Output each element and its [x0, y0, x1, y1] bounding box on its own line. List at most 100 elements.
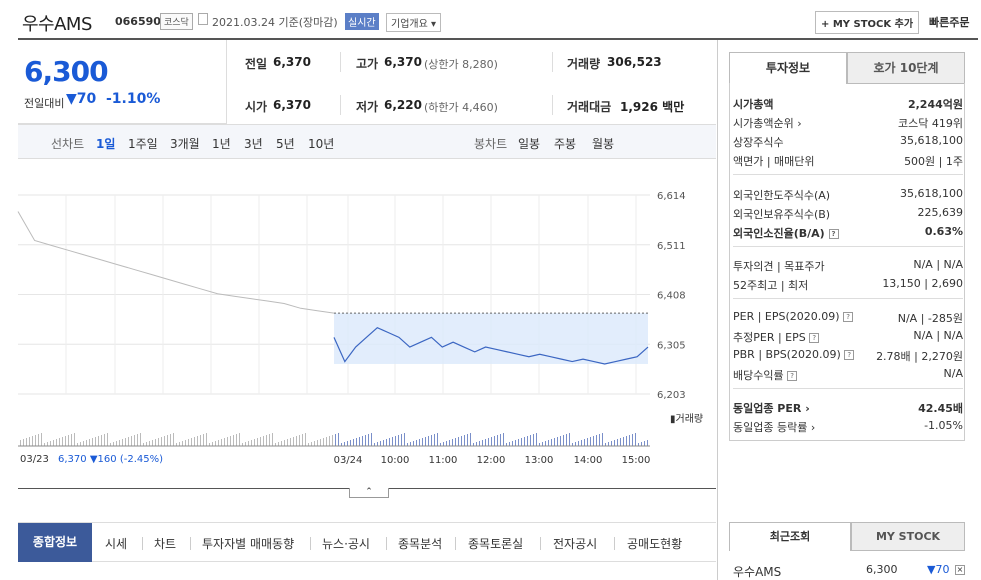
volume-bar — [602, 433, 603, 446]
candle-daily[interactable]: 일봉 — [518, 137, 541, 151]
volume-bar — [461, 436, 462, 446]
quick-order-link[interactable]: 빠른주문 — [929, 16, 970, 29]
volume-bar — [191, 438, 192, 446]
volume-bar — [608, 442, 609, 446]
volume-bar — [323, 438, 324, 446]
volume-bar — [404, 433, 405, 446]
candle-monthly[interactable]: 월봉 — [592, 137, 615, 151]
volume-bar — [47, 442, 48, 446]
low-label: 저가 — [356, 100, 379, 114]
realtime-badge[interactable]: 실시간 — [345, 13, 379, 30]
period-1w[interactable]: 1주일 — [128, 137, 158, 151]
volume-bar — [65, 436, 66, 446]
market-cap-row: 시가총액 2,244억원 — [733, 98, 963, 111]
volume-bar — [269, 434, 270, 446]
company-overview-button[interactable]: 기업개요 ▾ — [386, 13, 442, 32]
volume-bar — [590, 437, 591, 446]
volume-bar — [56, 439, 57, 446]
period-5y[interactable]: 5년 — [276, 137, 295, 151]
help-icon[interactable]: ? — [828, 229, 839, 239]
volume-bar — [107, 433, 108, 446]
period-3m[interactable]: 3개월 — [170, 137, 200, 151]
close-icon[interactable]: × — [955, 565, 965, 575]
nav-discussion[interactable]: 종목토론실 — [468, 537, 524, 551]
industry-change-row[interactable]: 동일업종 등락률 › -1.05% — [733, 419, 963, 434]
volume-bar — [497, 435, 498, 446]
x-tick-label: 13:00 — [525, 455, 554, 466]
volume-bar — [77, 443, 78, 446]
nav-overview[interactable]: 종합정보 — [18, 523, 92, 562]
industry-per-row[interactable]: 동일업종 PER › 42.45배 — [733, 402, 963, 415]
volume-bar — [140, 433, 141, 446]
period-3y[interactable]: 3년 — [244, 137, 263, 151]
period-1y[interactable]: 1년 — [212, 137, 231, 151]
date-text: 2021.03.24 기준(장마감) — [212, 16, 338, 29]
volume-bar — [353, 439, 354, 446]
volume-bar — [482, 440, 483, 446]
volume-bar — [467, 434, 468, 446]
volume-bar — [278, 442, 279, 446]
tab-invest-info[interactable]: 투자정보 — [729, 52, 847, 84]
volume-bar — [170, 434, 171, 446]
help-icon[interactable]: ? — [809, 333, 820, 343]
add-mystock-button[interactable]: + MY STOCK 추가 — [815, 11, 920, 34]
volume-bar — [578, 441, 579, 446]
volume-bar — [173, 433, 174, 446]
volume-bar — [68, 435, 69, 446]
volume-bar — [161, 437, 162, 446]
bottom-nav: 종합정보 시세 차트 투자자별 매매동향 뉴스·공시 종목분석 종목토론실 전자… — [18, 522, 716, 562]
volume-bar — [611, 441, 612, 446]
nav-investor[interactable]: 투자자별 매매동향 — [202, 537, 295, 551]
volume-bar — [377, 442, 378, 446]
collapse-toggle-icon[interactable]: ⌃ — [349, 488, 389, 498]
price-chart[interactable]: 6,614 6,511 6,408 6,305 6,203 03/24 10:00 11:0… — [0, 0, 716, 500]
volume-bar — [110, 443, 111, 446]
candle-weekly[interactable]: 주봉 — [554, 137, 577, 151]
volume-bar — [38, 434, 39, 446]
volume-bar — [545, 441, 546, 446]
x-tick-label: 12:00 — [477, 455, 506, 466]
volume-bar — [449, 440, 450, 446]
52week-row: 52주최고 | 최저 13,150 | 2,690 — [733, 277, 963, 292]
opinion-row: 투자의견 | 목표주가 N/A | N/A — [733, 258, 963, 273]
lower-limit: (하한가 4,460) — [424, 101, 498, 114]
volume-bar — [53, 440, 54, 446]
volume-bar — [647, 440, 648, 446]
volume-bar — [473, 443, 474, 446]
nav-quote[interactable]: 시세 — [105, 537, 128, 551]
prev-day-info: 03/23 6,370 ▼160 (-2.45%) — [20, 454, 164, 465]
volume-bar — [44, 443, 45, 446]
nav-shortsale[interactable]: 공매도현황 — [627, 537, 683, 551]
volume-bar — [134, 435, 135, 446]
tab-orderbook[interactable]: 호가 10단계 — [847, 52, 965, 84]
period-10y[interactable]: 10년 — [308, 137, 335, 151]
tab-recent[interactable]: 최근조회 — [729, 522, 851, 551]
volume-bar — [179, 442, 180, 446]
volume-axis-label: ▮거래량 — [670, 414, 704, 425]
nav-disclosure[interactable]: 전자공시 — [553, 537, 598, 551]
volume-bar — [131, 436, 132, 446]
market-cap-rank-row[interactable]: 시가총액순위 › 코스닥 419위 — [733, 117, 963, 130]
volume-bar — [515, 440, 516, 446]
header-divider — [18, 38, 978, 40]
nav-analysis[interactable]: 종목분석 — [398, 537, 443, 551]
nav-news[interactable]: 뉴스·공시 — [322, 537, 370, 551]
volume-bar — [362, 436, 363, 446]
volume-bar — [200, 435, 201, 446]
volume-bar — [41, 433, 42, 446]
period-1d[interactable]: 1일 — [96, 137, 116, 151]
volume-bar — [242, 443, 243, 446]
x-tick-label: 10:00 — [381, 455, 410, 466]
help-icon[interactable]: ? — [844, 350, 855, 360]
recent-item-name[interactable]: 우수AMS — [733, 565, 782, 579]
calendar-icon — [198, 13, 208, 25]
volume-bar — [236, 434, 237, 446]
volume-bar — [164, 436, 165, 446]
help-icon[interactable]: ? — [787, 371, 798, 381]
help-icon[interactable]: ? — [843, 312, 854, 322]
nav-chart[interactable]: 차트 — [154, 537, 177, 551]
volume-bar — [506, 443, 507, 446]
volume-bar — [431, 435, 432, 446]
recent-item-change: ▼70 — [927, 563, 950, 576]
tab-mystock[interactable]: MY STOCK — [851, 522, 965, 551]
